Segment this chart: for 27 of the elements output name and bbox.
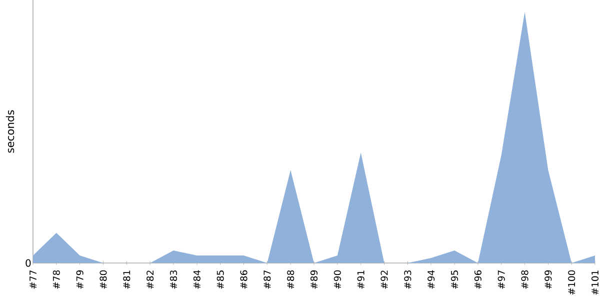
x-tick-label: #94 xyxy=(428,270,435,289)
x-tick-label: #88 xyxy=(287,270,294,289)
x-tick-label: #91 xyxy=(357,270,364,289)
x-tick-label: #83 xyxy=(170,270,178,289)
x-tick-label: #86 xyxy=(240,270,248,289)
x-tick-label: #100 xyxy=(568,270,576,295)
x-tick-label: #82 xyxy=(146,270,154,289)
x-tick-label: #81 xyxy=(123,270,130,289)
x-tick-label: #101 xyxy=(591,270,599,295)
x-tick-label: #96 xyxy=(474,270,482,289)
x-tick-label: #92 xyxy=(380,270,388,289)
x-tick-label: #95 xyxy=(450,270,458,289)
x-tick-label: #93 xyxy=(404,270,412,289)
x-tick-label: #84 xyxy=(193,270,200,289)
x-tick-label: #78 xyxy=(52,270,60,289)
x-tick-label: #89 xyxy=(310,270,318,289)
x-tick-label: #97 xyxy=(498,270,505,289)
x-tick-label: #90 xyxy=(334,270,341,289)
x-tick-label: #87 xyxy=(264,270,271,289)
x-tick-label: #79 xyxy=(76,270,84,289)
x-tick-label: #99 xyxy=(544,270,552,289)
y-axis-title: seconds xyxy=(6,110,14,153)
x-tick-label: #80 xyxy=(100,270,107,289)
x-tick-label: #77 xyxy=(30,270,36,289)
x-tick-label: #98 xyxy=(521,270,528,289)
text: 0 xyxy=(26,259,31,267)
x-tick-label: #85 xyxy=(216,270,224,289)
